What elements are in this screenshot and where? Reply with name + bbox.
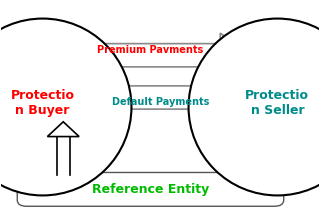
Text: Default Payments: Default Payments <box>112 97 210 107</box>
Polygon shape <box>71 33 249 77</box>
Ellipse shape <box>188 19 320 195</box>
Polygon shape <box>47 122 79 137</box>
Text: Protectio
n Seller: Protectio n Seller <box>245 89 309 117</box>
Text: Premium Pavments: Premium Pavments <box>97 45 203 55</box>
FancyBboxPatch shape <box>17 172 284 206</box>
Text: Protectio
n Buyer: Protectio n Buyer <box>11 89 75 117</box>
Text: Reference Entity: Reference Entity <box>92 183 209 196</box>
Polygon shape <box>71 75 249 120</box>
Ellipse shape <box>0 19 132 195</box>
